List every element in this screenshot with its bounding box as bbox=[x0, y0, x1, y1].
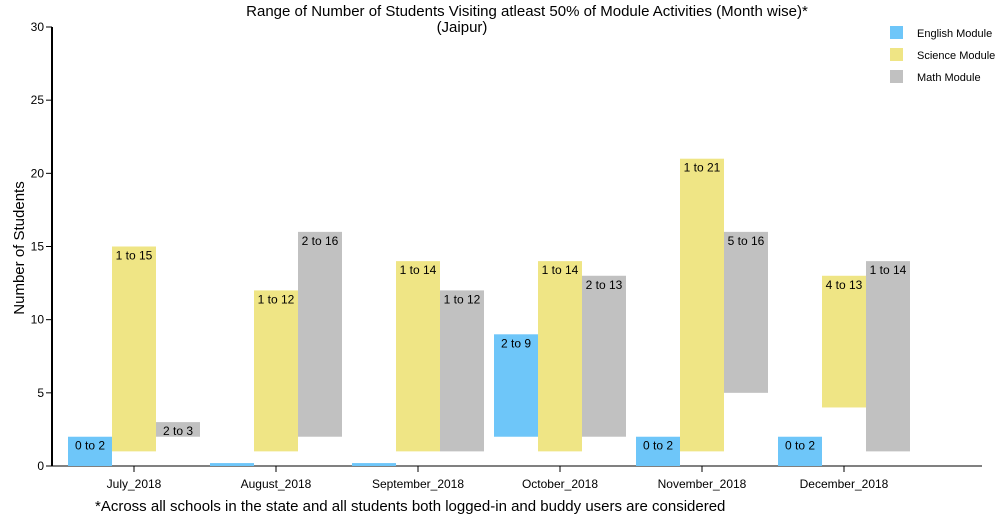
science-module-bar bbox=[822, 275, 866, 408]
bar-data-label: 1 to 12 bbox=[444, 292, 481, 306]
science-module-bar bbox=[396, 261, 440, 452]
english-module-bar bbox=[210, 463, 254, 466]
math-module-bar bbox=[866, 261, 910, 452]
y-axis-title: Number of Students bbox=[11, 181, 28, 314]
english-module-bar bbox=[352, 463, 396, 466]
legend-swatch bbox=[890, 48, 903, 61]
bar-data-label: 1 to 12 bbox=[258, 292, 295, 306]
bar-data-label: 1 to 21 bbox=[684, 161, 721, 175]
chart-subtitle: (Jaipur) bbox=[437, 19, 488, 36]
english-module-bar bbox=[68, 436, 112, 466]
bar-data-label: 0 to 2 bbox=[785, 439, 815, 453]
bar-data-label: 2 to 13 bbox=[586, 278, 623, 292]
math-module-bar bbox=[298, 231, 342, 437]
bar-data-label: 0 to 2 bbox=[75, 439, 105, 453]
bar-data-label: 1 to 14 bbox=[400, 263, 437, 277]
math-module-bar bbox=[582, 275, 626, 437]
bar-data-label: 2 to 16 bbox=[302, 234, 339, 248]
math-module-bar bbox=[440, 290, 484, 452]
y-tick-label: 20 bbox=[31, 166, 45, 180]
legend-swatch bbox=[890, 26, 903, 39]
legend: English Module Science Module Math Module bbox=[890, 26, 995, 84]
legend-label: Science Module bbox=[917, 50, 995, 62]
bar-data-label: 1 to 14 bbox=[542, 263, 579, 277]
y-tick-label: 15 bbox=[31, 240, 45, 254]
x-tick-label: December_2018 bbox=[800, 477, 889, 491]
bar-data-label: 1 to 14 bbox=[870, 263, 907, 277]
bar-data-label: 1 to 15 bbox=[116, 249, 153, 263]
science-module-bar bbox=[254, 290, 298, 452]
chart-title: Range of Number of Students Visiting atl… bbox=[246, 3, 808, 20]
x-tick-label: September_2018 bbox=[372, 477, 464, 491]
x-tick-label: August_2018 bbox=[241, 477, 312, 491]
english-module-bar bbox=[494, 334, 538, 437]
y-tick-label: 5 bbox=[37, 386, 44, 400]
x-tick-label: October_2018 bbox=[522, 477, 598, 491]
science-module-bar bbox=[680, 158, 724, 452]
english-module-bar bbox=[778, 436, 822, 466]
bar-data-label: 2 to 9 bbox=[501, 336, 531, 350]
y-tick-label: 0 bbox=[37, 459, 44, 473]
science-module-bar bbox=[538, 261, 582, 452]
legend-label: English Module bbox=[917, 28, 992, 40]
english-module-bar bbox=[636, 436, 680, 466]
legend-label: Math Module bbox=[917, 72, 981, 84]
math-module-bar bbox=[724, 231, 768, 393]
legend-swatch bbox=[890, 70, 903, 83]
math-module-bar bbox=[156, 422, 200, 437]
x-tick-label: November_2018 bbox=[658, 477, 747, 491]
y-tick-label: 25 bbox=[31, 93, 45, 107]
science-module-bar bbox=[112, 246, 156, 452]
y-tick-label: 30 bbox=[31, 20, 45, 34]
bar-data-label: 4 to 13 bbox=[826, 278, 863, 292]
bar-data-label: 2 to 3 bbox=[163, 424, 193, 438]
footnote: *Across all schools in the state and all… bbox=[95, 498, 725, 515]
y-tick-label: 10 bbox=[31, 313, 45, 327]
x-axis: July_2018 August_2018 September_2018 Octobe… bbox=[52, 465, 982, 491]
bar-data-label: 5 to 16 bbox=[728, 234, 765, 248]
y-axis: 0 5 10 15 20 25 30 bbox=[31, 20, 53, 473]
x-tick-label: July_2018 bbox=[107, 477, 162, 491]
bar-data-label: 0 to 2 bbox=[643, 439, 673, 453]
bars: 0 to 2 1 to 15 2 to 3 1 to 12 2 to 16 1 to 14… bbox=[68, 158, 910, 466]
